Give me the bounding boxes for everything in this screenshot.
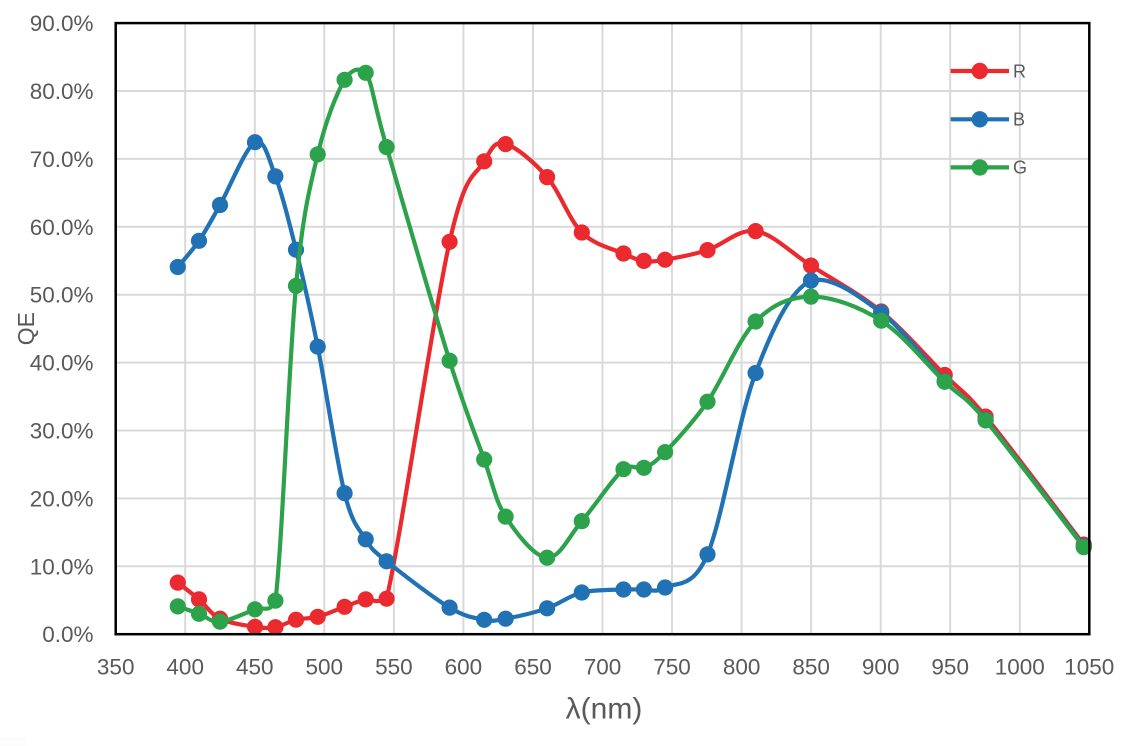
svg-text:400: 400 bbox=[166, 655, 204, 680]
svg-text:QE: QE bbox=[13, 312, 39, 345]
svg-text:750: 750 bbox=[653, 655, 691, 680]
svg-text:80.0%: 80.0% bbox=[30, 79, 94, 104]
svg-text:700: 700 bbox=[584, 655, 622, 680]
svg-text:20.0%: 20.0% bbox=[30, 486, 94, 511]
svg-text:10.0%: 10.0% bbox=[30, 554, 94, 579]
svg-text:350: 350 bbox=[97, 655, 135, 680]
svg-text:650: 650 bbox=[514, 655, 552, 680]
svg-text:90.0%: 90.0% bbox=[30, 11, 94, 36]
svg-text:1000: 1000 bbox=[995, 655, 1045, 680]
svg-text:450: 450 bbox=[236, 655, 274, 680]
svg-text:60.0%: 60.0% bbox=[30, 215, 94, 240]
svg-text:850: 850 bbox=[792, 655, 830, 680]
svg-text:550: 550 bbox=[375, 655, 413, 680]
svg-text:G: G bbox=[1013, 158, 1027, 178]
svg-text:70.0%: 70.0% bbox=[30, 147, 94, 172]
svg-text:40.0%: 40.0% bbox=[30, 351, 94, 376]
svg-text:R: R bbox=[1013, 61, 1026, 81]
svg-text:30.0%: 30.0% bbox=[30, 419, 94, 444]
svg-text:50.0%: 50.0% bbox=[30, 283, 94, 308]
svg-text:B: B bbox=[1013, 110, 1025, 130]
svg-text:900: 900 bbox=[862, 655, 900, 680]
svg-text:λ(nm): λ(nm) bbox=[566, 693, 643, 726]
svg-text:600: 600 bbox=[445, 655, 483, 680]
svg-text:500: 500 bbox=[306, 655, 344, 680]
svg-text:1050: 1050 bbox=[1064, 655, 1114, 680]
svg-text:950: 950 bbox=[931, 655, 969, 680]
svg-text:0.0%: 0.0% bbox=[42, 622, 93, 647]
svg-text:800: 800 bbox=[723, 655, 761, 680]
